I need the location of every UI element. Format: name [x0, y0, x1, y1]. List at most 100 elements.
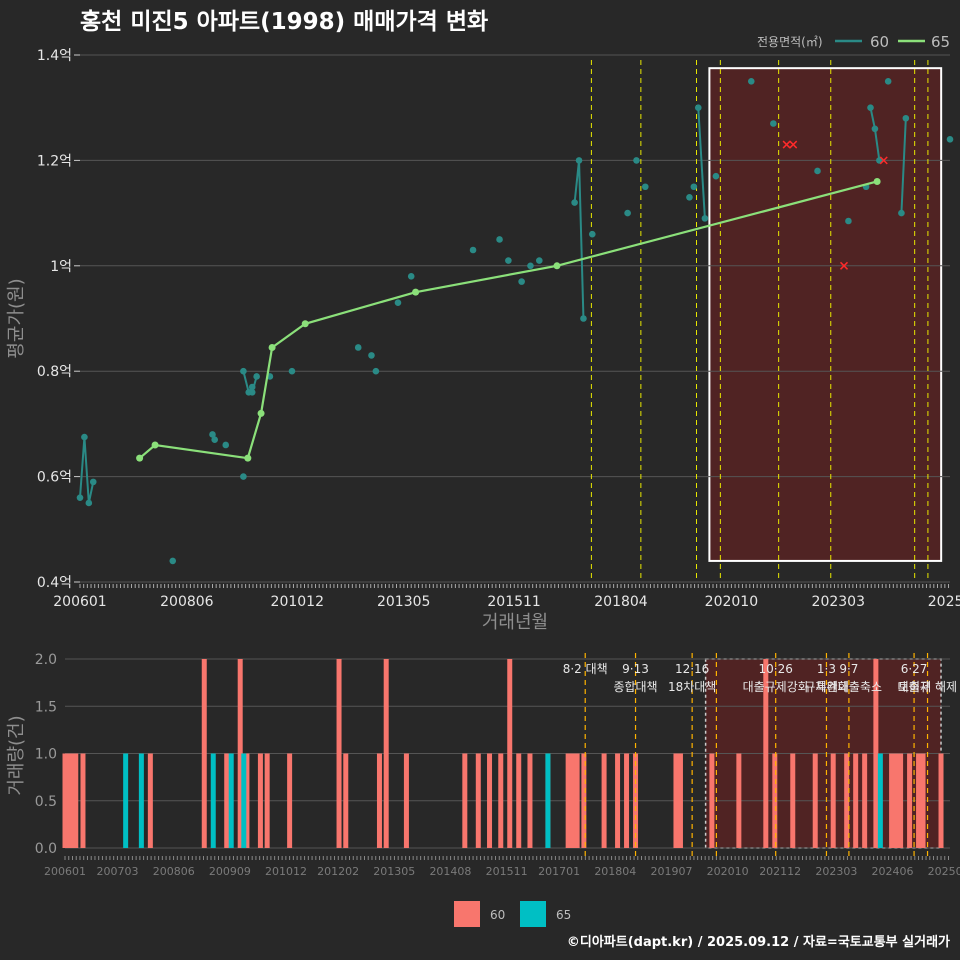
- cancelled-marker-stroke: [789, 140, 798, 149]
- bar-60: [736, 753, 742, 848]
- bar-60: [907, 753, 913, 848]
- legend-bar-swatch-65: [520, 901, 546, 927]
- y-axis-title-volume: 거래량(건): [6, 715, 27, 795]
- bar-60: [790, 753, 796, 848]
- policy-annotation-desc: 토허제 해제: [898, 680, 957, 694]
- series-60-point: [845, 217, 852, 225]
- series-65-point: [244, 454, 252, 462]
- cancelled-marker-stroke: [782, 140, 791, 149]
- bar-60: [244, 753, 250, 848]
- series-60-point: [85, 499, 93, 507]
- bar-60: [66, 753, 72, 848]
- bar-60: [462, 753, 468, 848]
- policy-annotation-desc: 대출규: [897, 680, 930, 694]
- series-60-point: [496, 236, 503, 243]
- bar-60: [812, 753, 818, 848]
- bar-65: [545, 753, 551, 848]
- bar-60: [516, 753, 522, 848]
- x-tick-label: 201907: [650, 865, 692, 878]
- series-65-point: [412, 288, 420, 296]
- x-tick-label: 200601: [44, 865, 86, 878]
- bar-60: [565, 753, 571, 848]
- series-60-point: [288, 367, 296, 375]
- bar-60: [336, 659, 342, 848]
- bar-60: [677, 753, 683, 848]
- bar-60: [862, 753, 868, 848]
- bar-60: [581, 753, 587, 848]
- x-tick-label: 202010: [707, 865, 749, 878]
- series-60-point: [876, 157, 883, 164]
- policy-annotation-desc: 대출규제강화: [743, 680, 809, 694]
- series-60-point: [209, 431, 216, 438]
- policy-annotation-title: 9·7: [839, 662, 858, 676]
- bar-60: [264, 753, 270, 848]
- bar-65: [138, 753, 144, 848]
- y-tick-label: 1억: [50, 259, 72, 275]
- series-60-line: [900, 118, 907, 214]
- y-tick-label: 0.6억: [37, 470, 72, 486]
- bar-60: [527, 753, 533, 848]
- bar-60: [574, 753, 580, 848]
- series-60-point: [222, 441, 230, 449]
- x-tick-label: 201804: [594, 594, 648, 610]
- bar-60: [601, 753, 607, 848]
- y-tick-label: 0.5: [35, 794, 57, 810]
- series-60-point: [518, 278, 525, 285]
- series-60-point: [694, 104, 702, 111]
- series-60-point: [690, 183, 698, 191]
- series-60-line: [79, 437, 95, 504]
- series-65-point: [257, 409, 265, 417]
- cancelled-marker: [839, 261, 849, 270]
- bar-60: [237, 659, 243, 848]
- x-tick-label: 201305: [377, 594, 430, 610]
- y-tick-label: 0.8억: [37, 364, 72, 380]
- policy-annotation-desc: 종합대책: [613, 679, 657, 694]
- credit-text: ©디아파트(dapt.kr) / 2025.09.12 / 자료=국토교통부 실…: [567, 934, 950, 950]
- series-60-point: [624, 209, 631, 217]
- y-tick-label: 1.2억: [37, 153, 72, 169]
- bar-60: [763, 659, 769, 848]
- x-tick-label: 202406: [871, 865, 913, 878]
- bar-60: [62, 753, 68, 848]
- series-60-point: [814, 167, 821, 175]
- x-axis-title: 거래년월: [482, 612, 548, 633]
- series-60-point: [248, 383, 256, 391]
- legend-label-60: 60: [870, 33, 889, 51]
- bar-60: [147, 753, 153, 848]
- y-tick-label: 1.4억: [37, 48, 72, 64]
- bar-60: [69, 753, 75, 848]
- series-65-point: [136, 454, 144, 462]
- x-tick-label: 201701: [538, 865, 580, 878]
- series-60-point: [884, 78, 892, 85]
- bar-60: [487, 753, 493, 848]
- bar-65: [228, 753, 234, 848]
- series-60-point: [902, 114, 910, 122]
- series-60-point: [407, 273, 415, 280]
- series-60-point: [240, 473, 247, 480]
- y-tick-label: 0.0: [35, 841, 57, 857]
- series-60-point: [535, 257, 543, 264]
- highlight-region: [708, 67, 943, 562]
- series-65-point: [873, 177, 881, 185]
- series-60-point: [211, 436, 218, 444]
- cancelled-marker: [789, 140, 798, 149]
- x-tick-label: 200703: [97, 865, 139, 878]
- series-65-point: [301, 320, 309, 328]
- series-60-point: [76, 494, 84, 501]
- x-tick-label: 201305: [373, 865, 415, 878]
- bar-60: [938, 753, 944, 848]
- bar-65: [877, 753, 883, 848]
- policy-annotation-title: 12·16: [675, 662, 709, 676]
- series-60-point: [527, 262, 534, 270]
- legend-label-65: 65: [931, 33, 950, 51]
- bar-60: [673, 753, 679, 848]
- x-tick-label: 200806: [160, 594, 214, 610]
- bar-60: [475, 753, 481, 848]
- y-tick-label: 1.5: [35, 699, 57, 715]
- bar-60: [830, 753, 836, 848]
- series-60-point: [394, 299, 402, 306]
- series-60-line: [697, 107, 706, 219]
- series-60-point: [253, 373, 260, 380]
- series-60-point: [469, 246, 477, 254]
